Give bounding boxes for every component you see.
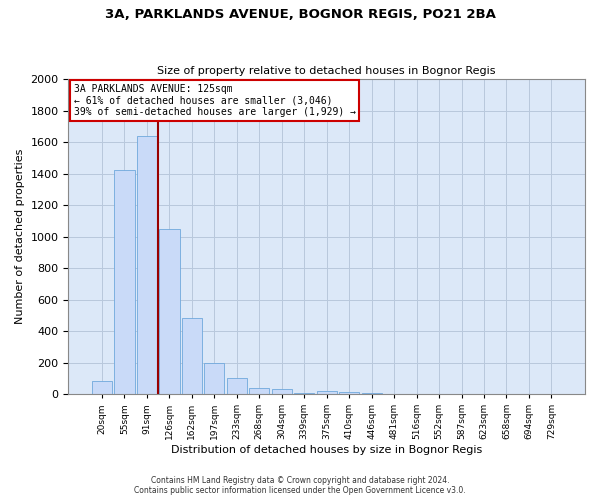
Bar — [317, 391, 337, 394]
Bar — [227, 378, 247, 394]
Bar — [339, 392, 359, 394]
X-axis label: Distribution of detached houses by size in Bognor Regis: Distribution of detached houses by size … — [171, 445, 482, 455]
Text: 3A PARKLANDS AVENUE: 125sqm
← 61% of detached houses are smaller (3,046)
39% of : 3A PARKLANDS AVENUE: 125sqm ← 61% of det… — [74, 84, 356, 117]
Bar — [182, 318, 202, 394]
Bar — [249, 388, 269, 394]
Bar — [204, 362, 224, 394]
Text: 3A, PARKLANDS AVENUE, BOGNOR REGIS, PO21 2BA: 3A, PARKLANDS AVENUE, BOGNOR REGIS, PO21… — [104, 8, 496, 20]
Bar — [115, 170, 134, 394]
Title: Size of property relative to detached houses in Bognor Regis: Size of property relative to detached ho… — [157, 66, 496, 76]
Bar — [92, 382, 112, 394]
Y-axis label: Number of detached properties: Number of detached properties — [15, 149, 25, 324]
Bar — [159, 228, 179, 394]
Text: Contains HM Land Registry data © Crown copyright and database right 2024.
Contai: Contains HM Land Registry data © Crown c… — [134, 476, 466, 495]
Bar — [272, 390, 292, 394]
Bar — [137, 136, 157, 394]
